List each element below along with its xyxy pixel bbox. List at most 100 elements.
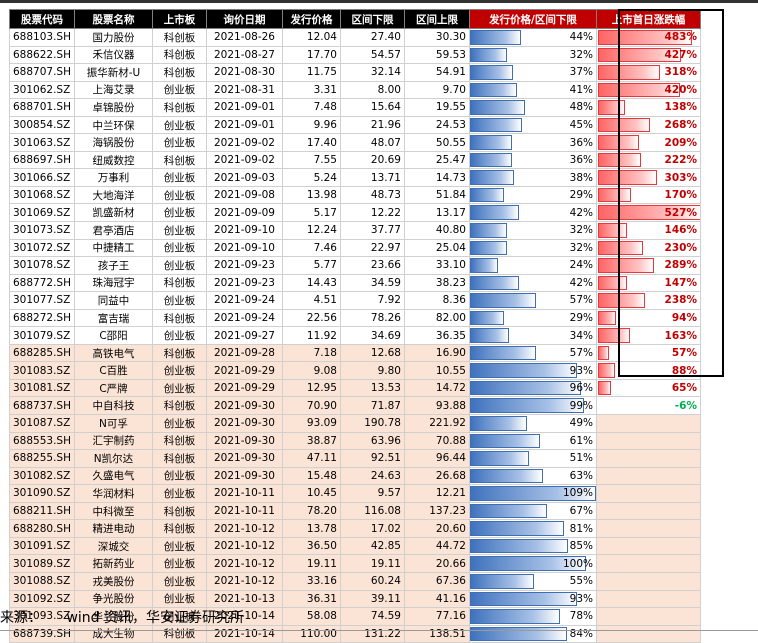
ratio-bar xyxy=(470,82,518,98)
ratio-cell: 36% xyxy=(468,133,597,152)
ratio-label: 38% xyxy=(569,171,593,184)
inquiry-date-cell: 2021-10-12 xyxy=(205,571,283,591)
ratio-bar xyxy=(470,398,585,414)
issue-price-cell: 15.48 xyxy=(281,466,341,486)
stock-name-cell: 争光股份 xyxy=(73,589,153,609)
header-ratio: 发行价格/区间下限 xyxy=(468,9,597,29)
stock-name-cell: 卓锦股份 xyxy=(73,98,153,117)
gain-bar xyxy=(597,135,639,150)
stock-name-cell: 拓新药业 xyxy=(73,554,153,573)
range-high-cell: 70.88 xyxy=(403,431,470,451)
range-high-cell: 14.72 xyxy=(403,378,470,398)
ratio-bar xyxy=(470,223,507,238)
listing-board-cell: 科创板 xyxy=(151,98,207,117)
ratio-label: 37% xyxy=(569,66,593,79)
issue-price-cell: 7.46 xyxy=(281,238,341,258)
ratio-bar xyxy=(470,240,507,256)
gain-cell: 427% xyxy=(595,45,701,65)
ratio-label: 42% xyxy=(569,276,593,289)
listing-board-cell: 科创板 xyxy=(151,308,207,328)
range-high-cell: 25.04 xyxy=(403,238,470,258)
range-low-cell: 20.69 xyxy=(339,150,405,170)
stock-name-cell: 上海艾录 xyxy=(73,80,153,100)
table-row: 688553.SH 汇宇制药 科创板 2021-09-30 38.87 63.96 70.8… xyxy=(9,431,701,451)
ratio-label: 61% xyxy=(569,434,593,447)
stock-code-cell: 688697.SH xyxy=(9,150,75,170)
ratio-cell: 42% xyxy=(468,203,597,223)
gain-bar xyxy=(597,345,610,361)
listing-board-cell: 创业板 xyxy=(151,133,207,152)
ratio-label: 57% xyxy=(569,294,593,307)
issue-price-cell: 12.24 xyxy=(281,221,341,240)
range-low-cell: 23.66 xyxy=(339,256,405,275)
ratio-label: 34% xyxy=(569,329,593,342)
gain-cell: -6% xyxy=(595,396,701,416)
issue-price-cell: 36.50 xyxy=(281,536,341,556)
issue-price-cell: 47.11 xyxy=(281,449,341,468)
ratio-label: 93% xyxy=(569,592,593,605)
inquiry-date-cell: 2021-09-09 xyxy=(205,203,283,223)
range-high-cell: 14.73 xyxy=(403,168,470,187)
header-name: 股票名称 xyxy=(73,9,153,29)
issue-price-cell: 17.40 xyxy=(281,133,341,152)
range-low-cell: 19.11 xyxy=(339,554,405,573)
stock-name-cell: C百胜 xyxy=(73,361,153,380)
ratio-cell: 44% xyxy=(468,28,597,47)
inquiry-date-cell: 2021-09-02 xyxy=(205,133,283,152)
header-board: 上市板 xyxy=(151,9,207,29)
inquiry-date-cell: 2021-09-30 xyxy=(205,414,283,433)
inquiry-date-cell: 2021-09-03 xyxy=(205,168,283,187)
table-row: 301083.SZ C百胜 创业板 2021-09-29 9.08 9.80 10.55 93… xyxy=(9,361,701,380)
ratio-bar xyxy=(470,380,581,396)
table-header-row: 股票代码 股票名称 上市板 询价日期 发行价格 区间下限 区间上限 发行价格/区… xyxy=(9,9,701,29)
range-low-cell: 22.97 xyxy=(339,238,405,258)
gain-label: 222% xyxy=(664,154,697,167)
range-high-cell: 82.00 xyxy=(403,308,470,328)
gain-cell xyxy=(595,607,701,626)
issue-price-cell: 13.78 xyxy=(281,519,341,538)
table-body: 688103.SH 国力股份 科创板 2021-08-26 12.04 27.40 30.3… xyxy=(9,28,701,643)
table-row: 688707.SH 振华新材-U 科创板 2021-08-30 11.75 32.14 54… xyxy=(9,63,701,82)
issue-price-cell: 58.08 xyxy=(281,607,341,626)
issue-price-cell: 4.51 xyxy=(281,291,341,310)
issue-price-cell: 33.16 xyxy=(281,571,341,591)
stock-code-cell: 301063.SZ xyxy=(9,133,75,152)
ratio-cell: 109% xyxy=(468,484,597,503)
inquiry-date-cell: 2021-09-10 xyxy=(205,238,283,258)
stock-code-cell: 688772.SH xyxy=(9,273,75,293)
listing-board-cell: 科创板 xyxy=(151,28,207,47)
listing-board-cell: 创业板 xyxy=(151,466,207,486)
ratio-bar xyxy=(470,591,578,607)
stock-name-cell: N凯尔达 xyxy=(73,449,153,468)
gain-bar xyxy=(597,205,700,221)
range-low-cell: 54.57 xyxy=(339,45,405,65)
issue-price-cell: 14.43 xyxy=(281,273,341,293)
range-high-cell: 8.36 xyxy=(403,291,470,310)
range-low-cell: 12.22 xyxy=(339,203,405,223)
gain-cell xyxy=(595,501,701,521)
range-high-cell: 19.55 xyxy=(403,98,470,117)
stock-name-cell: 高铁电气 xyxy=(73,343,153,363)
gain-bar xyxy=(597,380,611,396)
gain-cell: 318% xyxy=(595,63,701,82)
gain-cell xyxy=(595,484,701,503)
ratio-cell: 84% xyxy=(468,624,597,643)
inquiry-date-cell: 2021-09-30 xyxy=(205,431,283,451)
table-row: 688211.SH 中科微至 科创板 2021-10-11 78.20 116.08 137… xyxy=(9,501,701,521)
issue-price-cell: 5.17 xyxy=(281,203,341,223)
table-row: 301068.SZ 大地海洋 创业板 2021-09-08 13.98 48.73 51.8… xyxy=(9,185,701,205)
listing-board-cell: 创业板 xyxy=(151,168,207,187)
range-high-cell: 9.70 xyxy=(403,80,470,100)
gain-cell: 289% xyxy=(595,256,701,275)
table-row: 301090.SZ 华润材料 创业板 2021-10-11 10.45 9.57 12.21… xyxy=(9,484,701,503)
stock-code-cell: 301091.SZ xyxy=(9,536,75,556)
inquiry-date-cell: 2021-10-12 xyxy=(205,536,283,556)
gain-label: 289% xyxy=(664,259,697,272)
ratio-label: 93% xyxy=(569,364,593,377)
table-row: 688255.SH N凯尔达 科创板 2021-09-30 47.11 92.51 96.4… xyxy=(9,449,701,468)
issue-price-cell: 110.00 xyxy=(281,624,341,643)
ratio-label: 100% xyxy=(562,557,593,570)
range-low-cell: 34.69 xyxy=(339,326,405,345)
range-high-cell: 20.60 xyxy=(403,519,470,538)
ratio-cell: 42% xyxy=(468,273,597,293)
